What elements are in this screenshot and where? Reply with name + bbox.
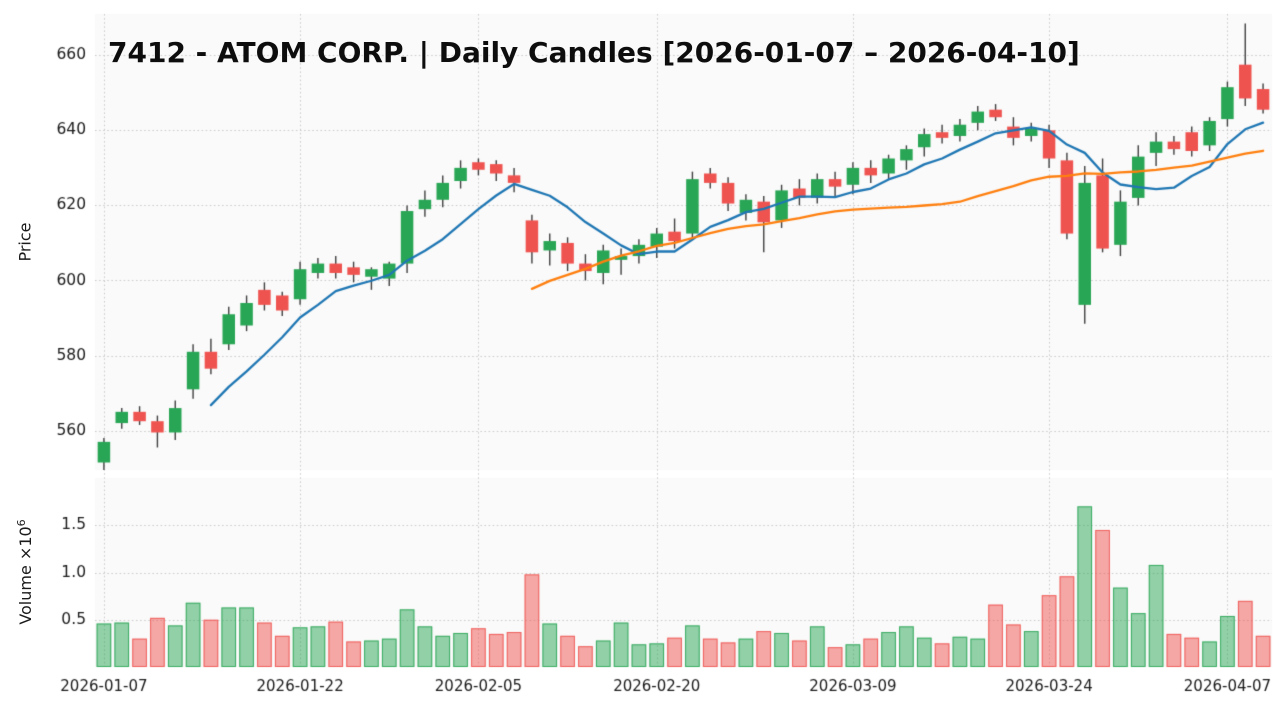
volume-axis-label: Volume ×106: [15, 519, 35, 624]
chart-title: 7412 - ATOM CORP. | Daily Candles [2026-…: [108, 36, 1080, 69]
volume-axis-label-exponent: 6: [14, 519, 28, 527]
volume-axis-label-text: Volume ×10: [16, 526, 36, 625]
price-axis-label: Price: [15, 222, 35, 262]
